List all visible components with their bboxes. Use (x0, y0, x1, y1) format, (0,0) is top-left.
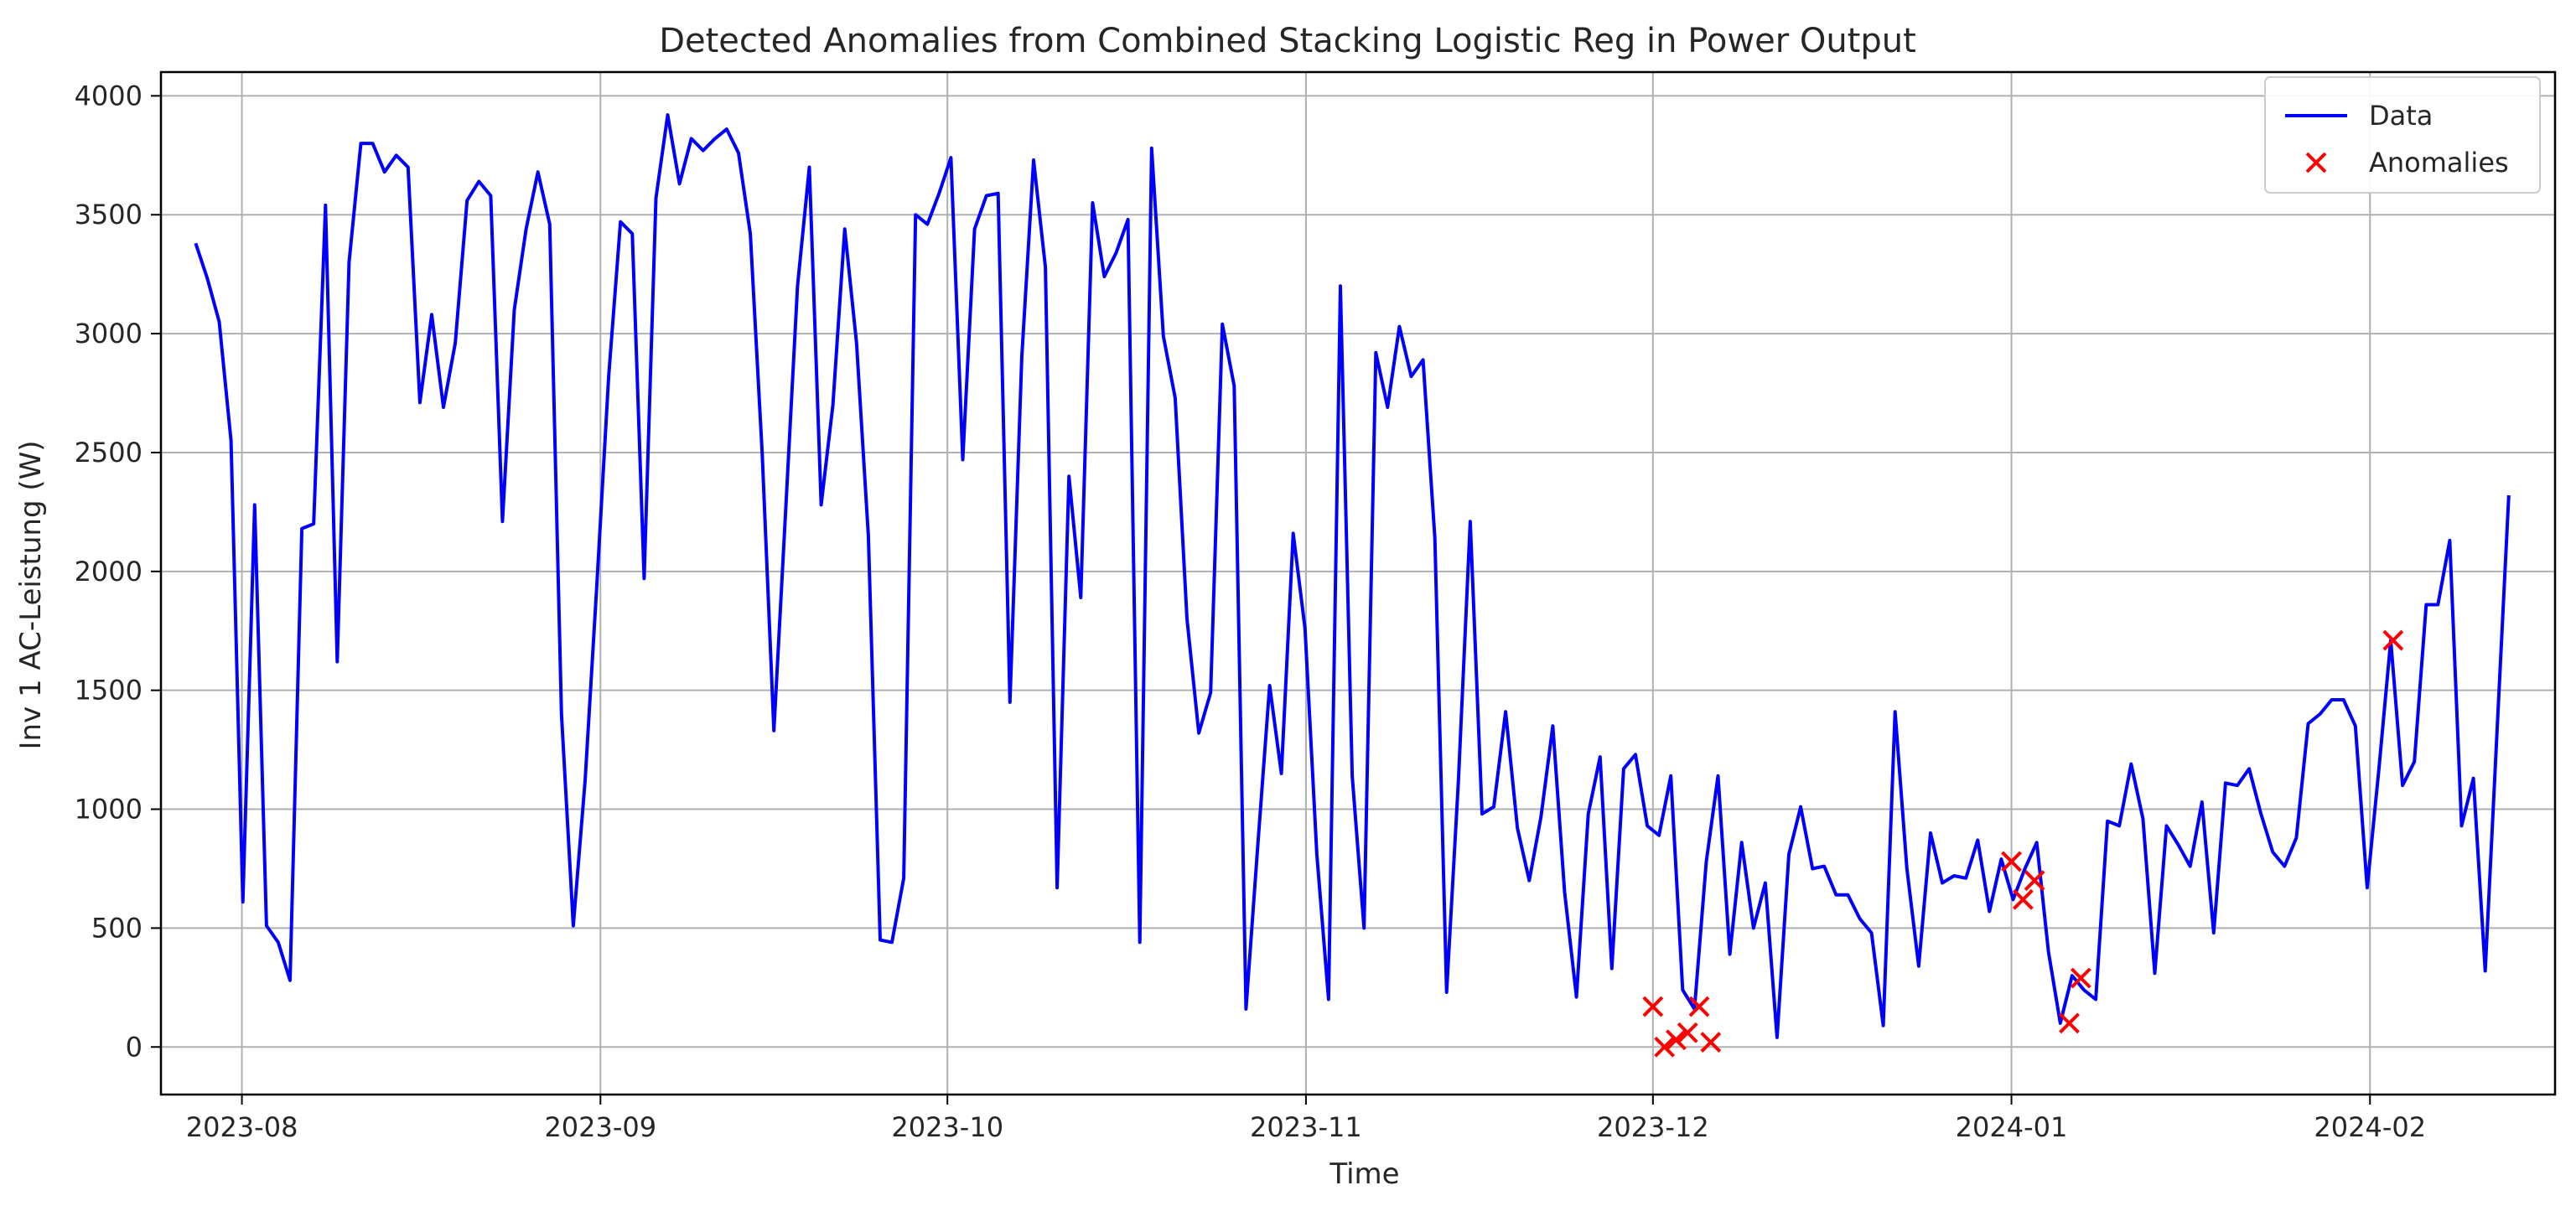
legend: Data Anomalies (2264, 76, 2541, 194)
anomaly-marker (2024, 870, 2045, 892)
anomaly-marker (1654, 1036, 1676, 1058)
y-tick-label: 2000 (75, 556, 143, 587)
anomaly-marker (1688, 996, 1710, 1017)
x-tick-label: 2023-08 (186, 1111, 298, 1143)
x-tick-label: 2024-01 (1956, 1111, 2068, 1143)
legend-anomaly-swatch (2305, 152, 2327, 173)
x-tick-label: 2023-12 (1597, 1111, 1709, 1143)
anomaly-marker (1677, 1022, 1698, 1043)
y-tick-label: 3500 (75, 199, 143, 230)
y-tick-label: 1500 (75, 675, 143, 707)
y-tick-label: 3000 (75, 318, 143, 349)
anomaly-marker (2382, 629, 2404, 651)
chart-title: Detected Anomalies from Combined Stackin… (659, 22, 1916, 60)
axes: 2023-08 2023-09 2023-10 2023-11 2023-12 2024-… (75, 70, 2557, 1143)
anomaly-markers (1642, 629, 2404, 1058)
grid-lines (161, 72, 2555, 1095)
legend-box (2264, 76, 2541, 194)
anomaly-marker (1700, 1032, 1722, 1053)
x-tick-label: 2023-11 (1250, 1111, 1362, 1143)
anomaly-marker (2059, 1012, 2080, 1034)
anomaly-marker (2070, 967, 2091, 989)
y-tick-label: 2500 (75, 437, 143, 468)
plot-frame (159, 70, 2557, 1096)
legend-data-label: Data (2369, 100, 2433, 132)
anomaly-marker (1666, 1029, 1687, 1051)
x-tick-label: 2024-02 (2314, 1111, 2426, 1143)
y-tick-label: 1000 (75, 794, 143, 826)
x-axis-label: Time (1329, 1157, 1399, 1191)
y-tick-label: 500 (91, 912, 143, 944)
anomaly-marker (2012, 888, 2034, 910)
y-tick-label: 0 (126, 1031, 143, 1063)
y-axis-label: Inv 1 AC-Leistung (W) (14, 440, 48, 749)
x-tick-label: 2023-09 (544, 1111, 656, 1143)
anomaly-marker (2001, 851, 2022, 872)
y-tick-label: 4000 (75, 80, 143, 111)
x-tick-label: 2023-10 (891, 1111, 1003, 1143)
data-line (194, 113, 2511, 1039)
legend-anomalies-label: Anomalies (2369, 147, 2509, 179)
data-series (194, 113, 2511, 1039)
anomaly-marker (1642, 996, 1664, 1017)
